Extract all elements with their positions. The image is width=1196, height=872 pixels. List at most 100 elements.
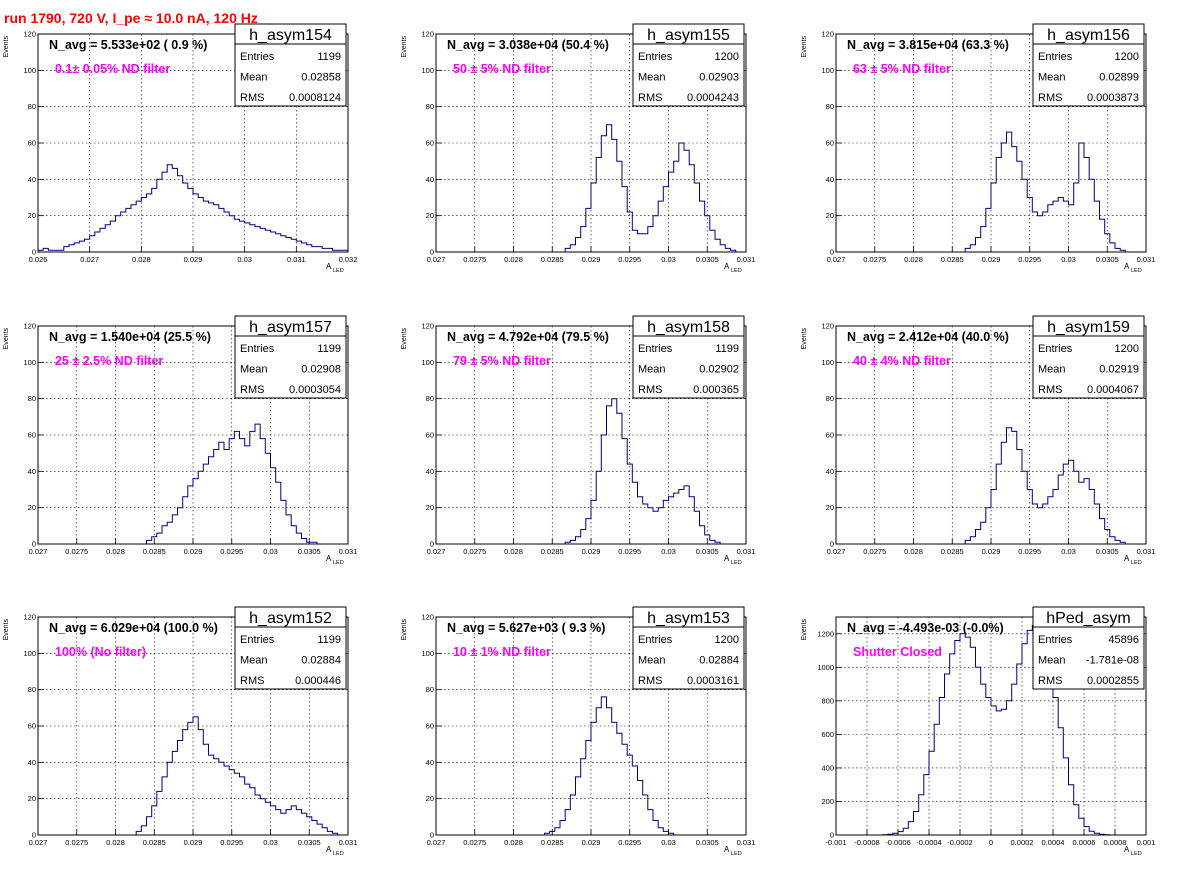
x-tick-label: 0.0004	[1042, 838, 1065, 847]
y-axis-label: Events	[3, 328, 10, 350]
histogram-panel-h_asym154: 0.026 0.027 0.028 0.029 0.03 0.031 0.032 0 20 40 6…	[3, 23, 357, 274]
x-tick-label: 0.031	[1137, 255, 1156, 264]
y-tick-label: 120	[821, 322, 834, 331]
y-tick-label: 20	[826, 211, 834, 220]
y-axis-label: Events	[401, 328, 408, 350]
y-tick-label: 100	[821, 66, 834, 75]
x-tick-label: 0.029	[982, 547, 1001, 556]
stats-label-mean: Mean	[240, 364, 268, 376]
x-tick-label: 0.0295	[618, 547, 641, 556]
stats-value-rms: 0.0002855	[1087, 675, 1139, 687]
x-tick-label: -0.001	[825, 838, 846, 847]
x-tick-label: 0.03	[263, 838, 278, 847]
x-tick-label: -0.0004	[916, 838, 941, 847]
y-axis-label: Events	[801, 619, 808, 641]
y-tick-label: 60	[426, 722, 434, 731]
stats-label-rms: RMS	[240, 92, 264, 104]
x-tick-label: 0.031	[737, 547, 756, 556]
filter-annotation: 0.1± 0.05% ND filter	[55, 62, 170, 76]
y-tick-label: 100	[421, 66, 434, 75]
x-tick-label: 0.0275	[463, 255, 486, 264]
y-tick-label: 100	[23, 358, 36, 367]
y-tick-label: 100	[821, 358, 834, 367]
y-tick-label: 0	[32, 248, 36, 257]
y-tick-label: 40	[28, 467, 36, 476]
x-tick-label: 0.0295	[220, 838, 243, 847]
y-tick-label: 120	[23, 322, 36, 331]
x-axis-label: A	[326, 554, 332, 563]
stats-box	[234, 315, 347, 399]
histogram-name: h_asym153	[647, 610, 730, 627]
x-tick-label: 0.027	[427, 547, 446, 556]
x-tick-label: 0.0275	[463, 547, 486, 556]
histogram-name: h_asym157	[249, 319, 332, 336]
x-tick-label: 0.0275	[863, 547, 886, 556]
x-axis-label-subscript: LED	[731, 268, 742, 274]
histogram-name: h_asym156	[1047, 27, 1130, 44]
y-tick-label: 80	[826, 394, 834, 403]
histogram-name: h_asym152	[249, 610, 332, 627]
x-tick-label: 0.03	[1061, 547, 1076, 556]
histogram-line	[37, 164, 349, 252]
x-tick-label: 0.0305	[298, 547, 321, 556]
x-tick-label: 0.028	[904, 255, 923, 264]
y-axis-label: Events	[3, 36, 10, 58]
x-tick-label: 0.0002	[1011, 838, 1034, 847]
x-tick-label: 0.03	[237, 255, 252, 264]
y-tick-label: 60	[426, 431, 434, 440]
x-tick-label: 0.027	[427, 838, 446, 847]
stats-label-rms: RMS	[1038, 92, 1062, 104]
y-tick-label: 60	[826, 139, 834, 148]
stats-label-rms: RMS	[638, 384, 662, 396]
x-tick-label: 0.0305	[298, 838, 321, 847]
stats-box	[234, 606, 347, 690]
y-tick-label: 40	[826, 175, 834, 184]
y-tick-label: 80	[28, 102, 36, 111]
stats-label-mean: Mean	[638, 72, 666, 84]
y-tick-label: 80	[426, 685, 434, 694]
y-tick-label: 80	[426, 394, 434, 403]
y-tick-label: 100	[23, 649, 36, 658]
stats-value-entries: 1200	[715, 51, 739, 63]
y-axis-label: Events	[801, 36, 808, 58]
x-tick-label: 0.028	[504, 838, 523, 847]
y-tick-label: 0	[830, 831, 834, 840]
x-tick-label: 0.031	[1137, 547, 1156, 556]
x-tick-label: 0.029	[184, 547, 203, 556]
y-tick-label: 20	[28, 211, 36, 220]
histogram-name: hPed_asym	[1046, 610, 1131, 627]
stats-box	[1032, 23, 1145, 107]
stats-value-mean: 0.02908	[301, 364, 341, 376]
stats-label-rms: RMS	[638, 92, 662, 104]
x-tick-label: 0.028	[106, 838, 125, 847]
y-axis-label: Events	[3, 619, 10, 641]
stats-box	[1032, 606, 1145, 690]
x-tick-label: 0.0305	[1096, 255, 1119, 264]
y-tick-label: 40	[426, 467, 434, 476]
stats-label-entries: Entries	[1038, 343, 1073, 355]
stats-label-rms: RMS	[240, 675, 264, 687]
histogram-panel-h_asym157: 0.027 0.0275 0.028 0.0285 0.029 0.0295 0.03 0.0…	[3, 315, 357, 566]
stats-label-mean: Mean	[1038, 364, 1066, 376]
x-tick-label: -0.0006	[885, 838, 910, 847]
filter-annotation: 10 ± 1% ND filter	[453, 645, 551, 659]
histogram-panel-h_asym152: 0.027 0.0275 0.028 0.0285 0.029 0.0295 0.03 0.0…	[3, 606, 357, 857]
filter-annotation: 25 ± 2.5% ND filter	[55, 354, 163, 368]
x-tick-label: -0.0002	[947, 838, 972, 847]
x-tick-label: 0.03	[1061, 255, 1076, 264]
y-tick-label: 40	[28, 175, 36, 184]
x-tick-label: 0.029	[582, 838, 601, 847]
y-tick-label: 800	[821, 696, 834, 705]
x-axis-label: A	[326, 845, 332, 854]
x-tick-label: 0.0305	[1096, 547, 1119, 556]
y-tick-label: 20	[426, 503, 434, 512]
x-tick-label: 0.028	[504, 255, 523, 264]
x-axis-label: A	[1124, 262, 1130, 271]
x-tick-label: 0.028	[132, 255, 151, 264]
x-tick-label: 0.0305	[696, 838, 719, 847]
x-tick-label: 0.027	[427, 255, 446, 264]
x-tick-label: 0.028	[904, 547, 923, 556]
x-axis-label: A	[724, 262, 730, 271]
x-tick-label: 0.0295	[1018, 255, 1041, 264]
